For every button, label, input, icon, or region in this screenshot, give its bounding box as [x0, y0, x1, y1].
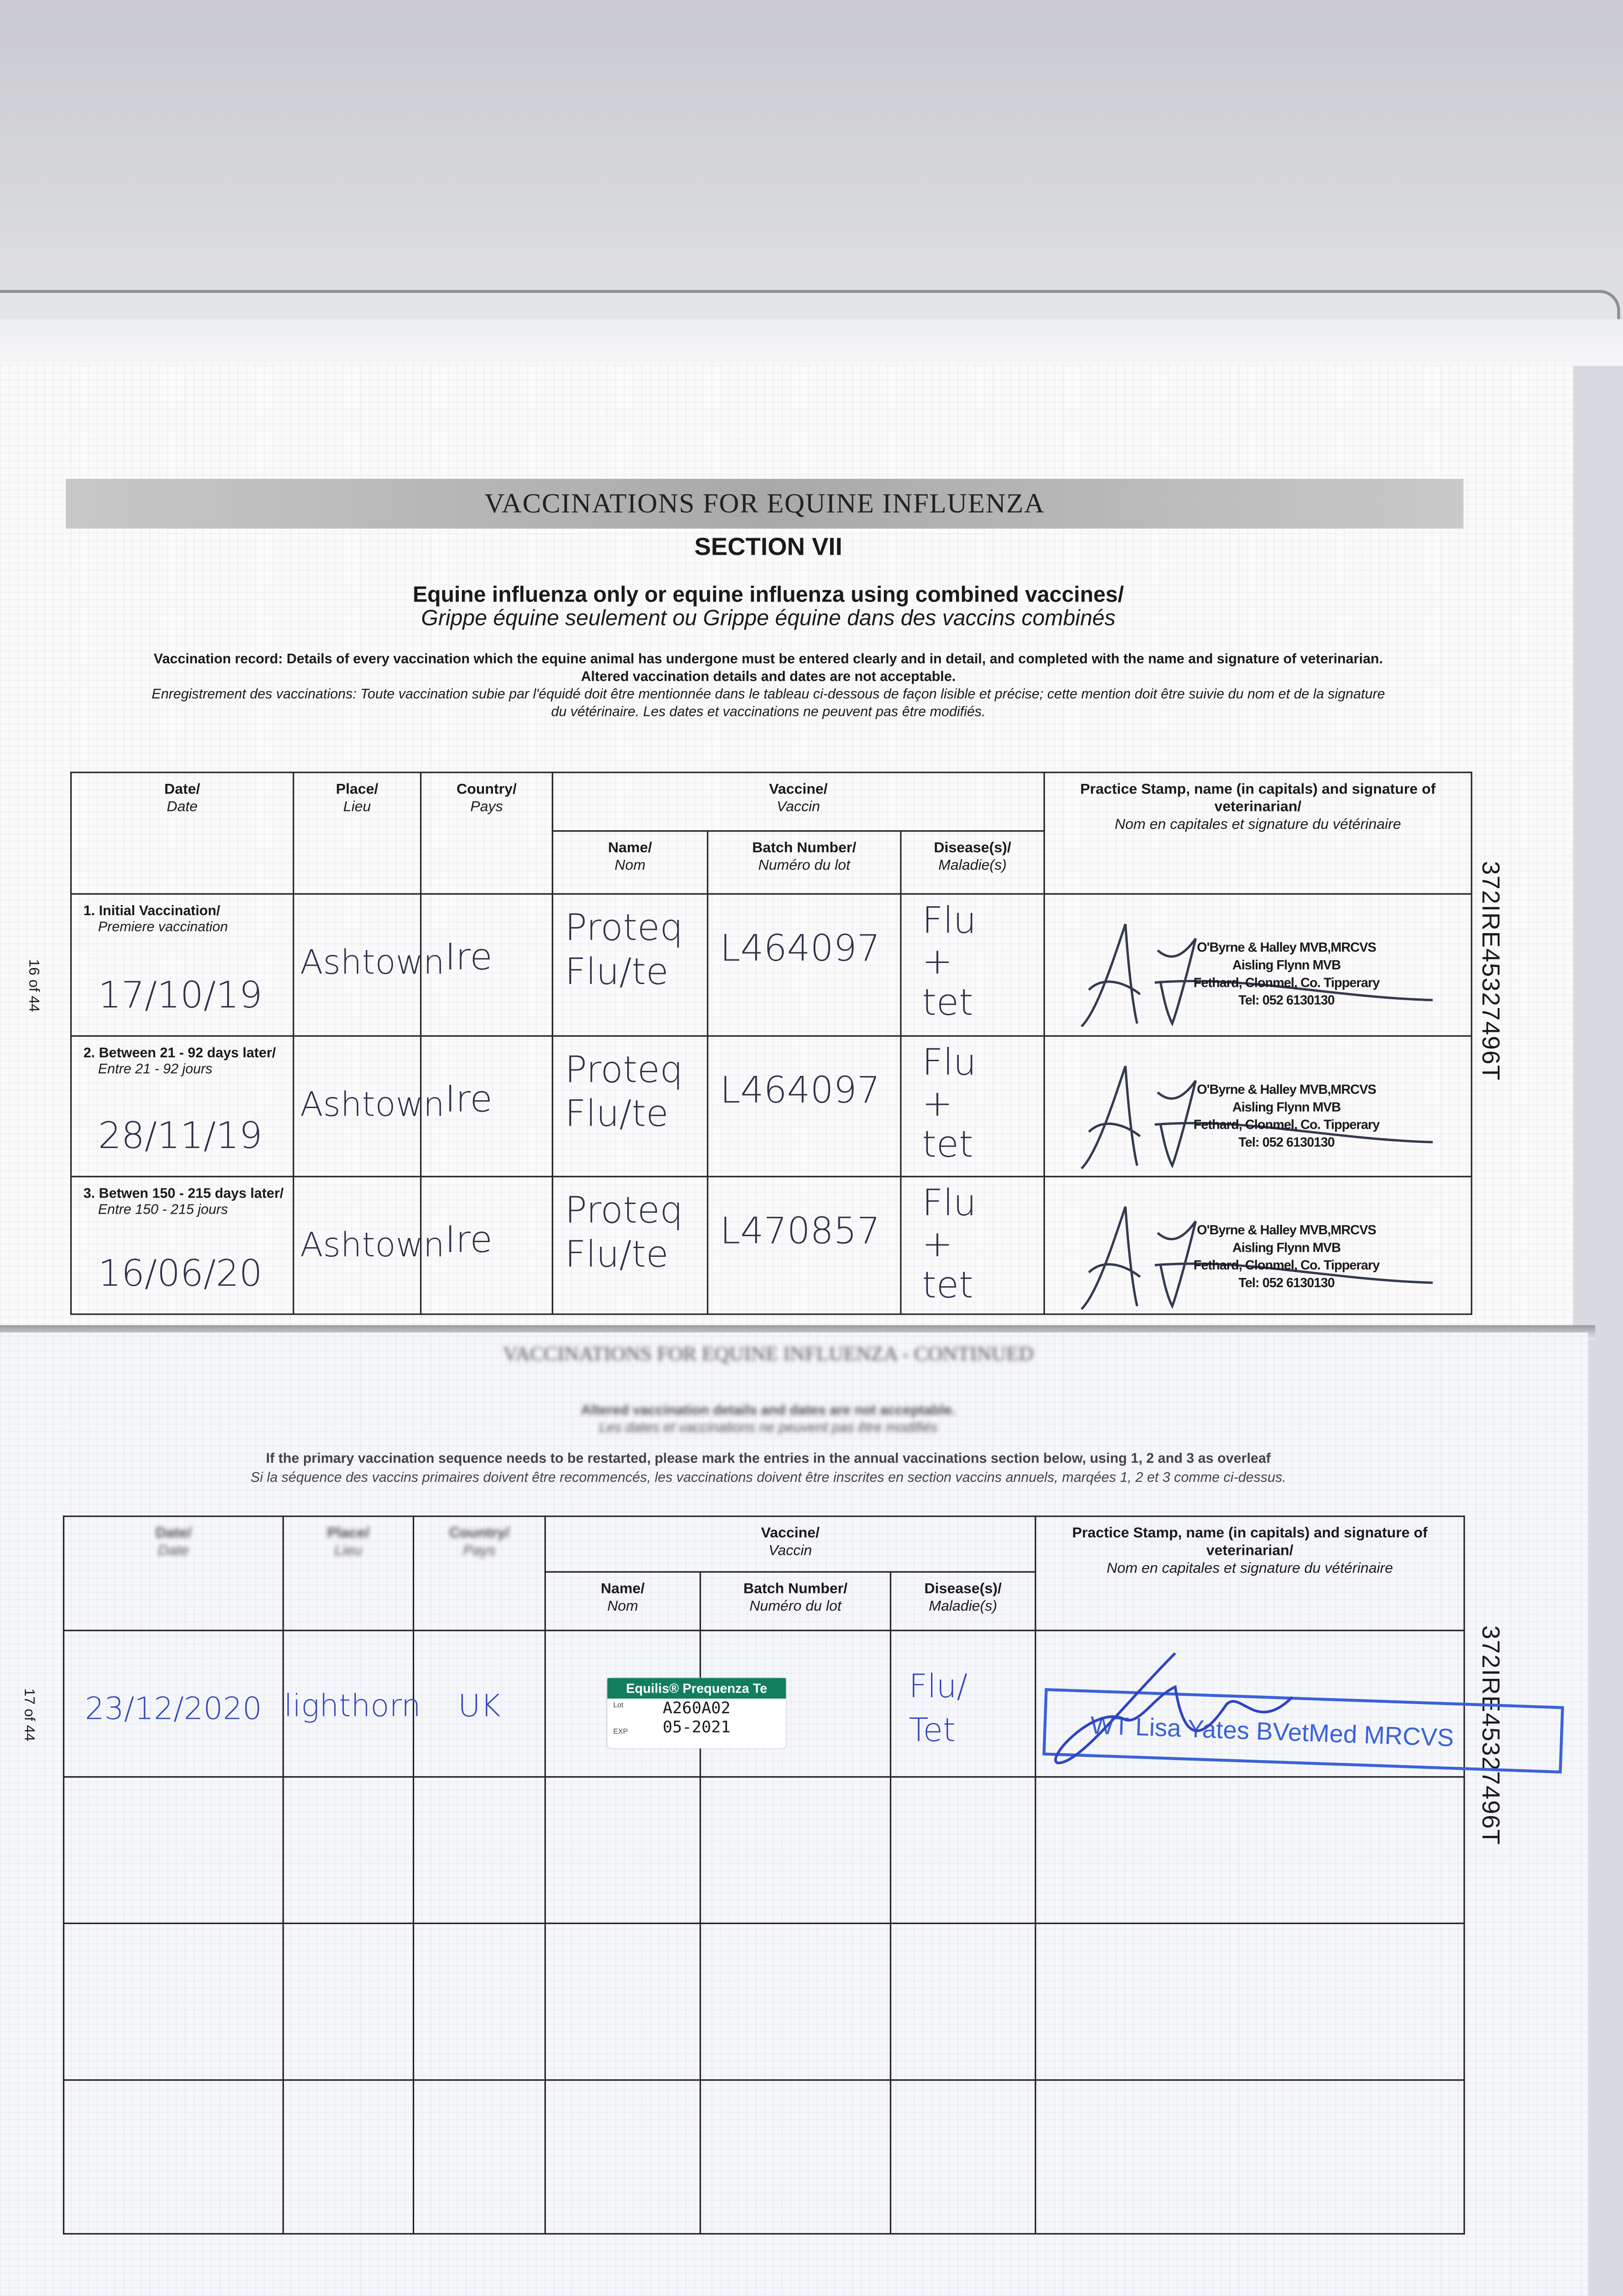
passport-id: 372IRE45327496T [1477, 1625, 1505, 1846]
cell-date: 1. Initial Vaccination/Premiere vaccinat… [70, 893, 294, 1037]
cell-country: Ire [420, 1176, 553, 1315]
passport-cover-edge [0, 319, 1623, 366]
cell-stamp: WT Lisa Yates BVetMed MRCVS [1034, 1630, 1564, 1778]
header-place: Place/Lieu [282, 1515, 415, 1632]
cell-disease: Flu + tet [900, 1035, 1045, 1177]
header-country: Country/Pays [412, 1515, 546, 1632]
table-row: 2. Between 21 - 92 days later/Entre 21 -… [70, 1035, 1472, 1177]
section-title: SECTION VII [694, 533, 842, 561]
blurred-line-2: Les dates et vaccinations ne peuvent pas… [599, 1420, 938, 1437]
instruction-en-1: Vaccination record: Details of every vac… [153, 652, 1383, 668]
page-number: 16 of 44 [25, 959, 41, 1012]
instruction-fr-2: du vétérinaire. Les dates et vaccination… [551, 704, 986, 720]
cell-country: Ire [420, 1035, 553, 1177]
vet-signature [1054, 1652, 1293, 1765]
header-stamp: Practice Stamp, name (in capitals) and s… [1043, 771, 1472, 895]
table-row: 3. Betwen 150 - 215 days later/Entre 150… [70, 1176, 1472, 1315]
vet-signature [1080, 1206, 1433, 1310]
cell-date: 3. Betwen 150 - 215 days later/Entre 150… [70, 1176, 294, 1315]
instruction-fr-1: Enregistrement des vaccinations: Toute v… [152, 687, 1385, 703]
practice-stamp: O'Byrne & Halley MVB,MRCVS Aisling Flynn … [1193, 940, 1380, 1007]
cell-disease: Flu + tet [900, 1176, 1045, 1315]
header-place: Place/Lieu [292, 771, 422, 895]
table-row [63, 1922, 1465, 2081]
header-disease: Disease(s)/Maladie(s) [890, 1571, 1036, 1632]
table-row [63, 1776, 1465, 1925]
header-batch: Batch Number/Numéro du lot [699, 1571, 892, 1632]
header-vaccine: Vaccine/Vaccin [544, 1515, 1036, 1573]
cell-batch [699, 1630, 892, 1778]
subtitle-en: Equine influenza only or equine influenz… [413, 583, 1124, 608]
primary-vaccination-table: Date/Date Place/Lieu Country/Pays Vaccin… [70, 771, 1472, 1315]
header-name: Name/Nom [544, 1571, 701, 1632]
cell-batch: L464097 [707, 893, 902, 1037]
vet-signature [1080, 1065, 1433, 1170]
cell-place: Ashtown [292, 1176, 444, 1315]
cell-date: 2. Between 21 - 92 days later/Entre 21 -… [70, 1035, 294, 1177]
cell-place: Ashtown [292, 1035, 444, 1177]
cell-date: 23/12/2020 [63, 1630, 284, 1778]
subtitle-fr: Grippe équine seulement ou Grippe équine… [421, 606, 1116, 631]
passport-cover-edge [0, 290, 1620, 322]
header-vaccine: Vaccine/Vaccin [551, 771, 1045, 832]
cell-name: Proteq Flu/te [551, 1176, 708, 1315]
header-disease: Disease(s)/Maladie(s) [900, 830, 1045, 895]
cell-name: Proteq Flu/te [551, 1035, 708, 1177]
cell-place: Ashtown [292, 893, 444, 1037]
table-row [63, 2079, 1465, 2235]
scanner-background [0, 0, 1623, 315]
instruction-en-2: Altered vaccination details and dates ar… [581, 669, 956, 686]
cell-stamp: O'Byrne & Halley MVB,MRCVS Aisling Flynn … [1043, 1176, 1472, 1315]
header-date: Date/Date [63, 1515, 284, 1632]
header-name: Name/Nom [551, 830, 708, 895]
cell-name: Proteq Flu/te [551, 893, 708, 1037]
cell-country: UK [412, 1630, 546, 1778]
restart-note-en: If the primary vaccination sequence need… [266, 1451, 1271, 1468]
annual-vaccination-table: Date/Date Place/Lieu Country/Pays Vaccin… [63, 1515, 1564, 2235]
blurred-title: VACCINATIONS FOR EQUINE INFLUENZA - CONT… [503, 1344, 1034, 1367]
cell-batch: L470857 [707, 1176, 902, 1315]
restart-note-fr: Si la séquence des vaccins primaires doi… [250, 1470, 1286, 1486]
header-date: Date/Date [70, 771, 294, 895]
page-number: 17 of 44 [20, 1688, 37, 1741]
vet-signature [1080, 923, 1433, 1028]
instructions: Vaccination record: Details of every vac… [73, 652, 1463, 722]
cell-stamp: O'Byrne & Halley MVB,MRCVS Aisling Flynn … [1043, 893, 1472, 1037]
practice-stamp: O'Byrne & Halley MVB,MRCVS Aisling Flynn … [1193, 1222, 1380, 1290]
table-row: 23/12/2020 lighthorn UK Equilis® Prequen… [63, 1630, 1564, 1778]
header-stamp: Practice Stamp, name (in capitals) and s… [1034, 1515, 1465, 1632]
cell-disease: Flu + tet [900, 893, 1045, 1037]
banner-title: VACCINATIONS FOR EQUINE INFLUENZA [66, 478, 1464, 529]
cell-batch: L464097 [707, 1035, 902, 1177]
cell-disease: Flu/ Tet [890, 1630, 1036, 1778]
header-batch: Batch Number/Numéro du lot [707, 830, 902, 895]
table-row: 1. Initial Vaccination/Premiere vaccinat… [70, 893, 1472, 1037]
header-country: Country/Pays [420, 771, 553, 895]
cell-place: lighthorn [282, 1630, 421, 1778]
blurred-line-1: Altered vaccination details and dates ar… [581, 1402, 956, 1419]
cell-stamp: O'Byrne & Halley MVB,MRCVS Aisling Flynn … [1043, 1035, 1472, 1177]
cell-name: Equilis® Prequenza Te Lot EXP A260A02 05… [544, 1630, 786, 1778]
cell-country: Ire [420, 893, 553, 1037]
passport-id: 372IRE45327496T [1477, 861, 1505, 1081]
practice-stamp: O'Byrne & Halley MVB,MRCVS Aisling Flynn … [1193, 1082, 1380, 1150]
